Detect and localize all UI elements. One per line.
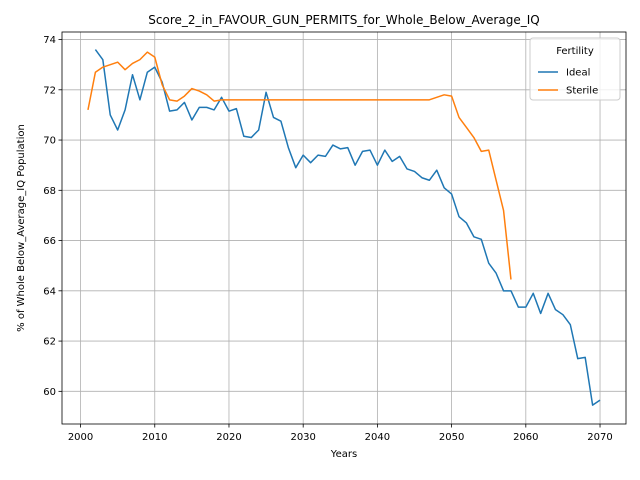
legend-title: Fertility <box>556 46 594 57</box>
legend-box <box>529 37 621 101</box>
legend-label-ideal: Ideal <box>566 68 590 79</box>
chart-title: Score_2_in_FAVOUR_GUN_PERMITS_for_Whole_… <box>148 13 539 27</box>
y-tick-label: 68 <box>43 186 56 197</box>
x-tick-label: 2040 <box>365 432 390 443</box>
x-tick-label: 2010 <box>142 432 167 443</box>
y-tick-label: 60 <box>43 387 56 398</box>
x-axis-label: Years <box>330 449 357 460</box>
legend: Fertility Ideal Sterile <box>529 37 621 101</box>
y-tick-label: 70 <box>43 136 56 147</box>
x-tick-label: 2070 <box>587 432 612 443</box>
legend-items: Ideal Sterile <box>538 68 598 97</box>
x-tick-label: 2030 <box>290 432 315 443</box>
y-tick-label: 72 <box>43 85 56 96</box>
x-tick-label: 2060 <box>513 432 538 443</box>
series-line-sterile <box>87 51 512 280</box>
plot-frame <box>61 31 627 425</box>
legend-label-sterile: Sterile <box>566 86 598 97</box>
x-tick-label: 2020 <box>216 432 241 443</box>
y-axis-label: % of Whole Below_Average_IQ Population <box>16 124 27 332</box>
y-tick-label: 64 <box>43 286 56 297</box>
series-lines <box>87 49 601 406</box>
y-tick-label: 62 <box>43 337 56 348</box>
x-tick-label: 2000 <box>68 432 93 443</box>
y-tick-label: 66 <box>43 236 56 247</box>
series-line-ideal <box>94 49 601 406</box>
x-tick-label: 2050 <box>439 432 464 443</box>
y-tick-label: 74 <box>43 35 56 46</box>
axis-ticks: 2000 2010 2020 2030 2040 2050 2060 2070 60 62 64 66… <box>43 35 612 443</box>
